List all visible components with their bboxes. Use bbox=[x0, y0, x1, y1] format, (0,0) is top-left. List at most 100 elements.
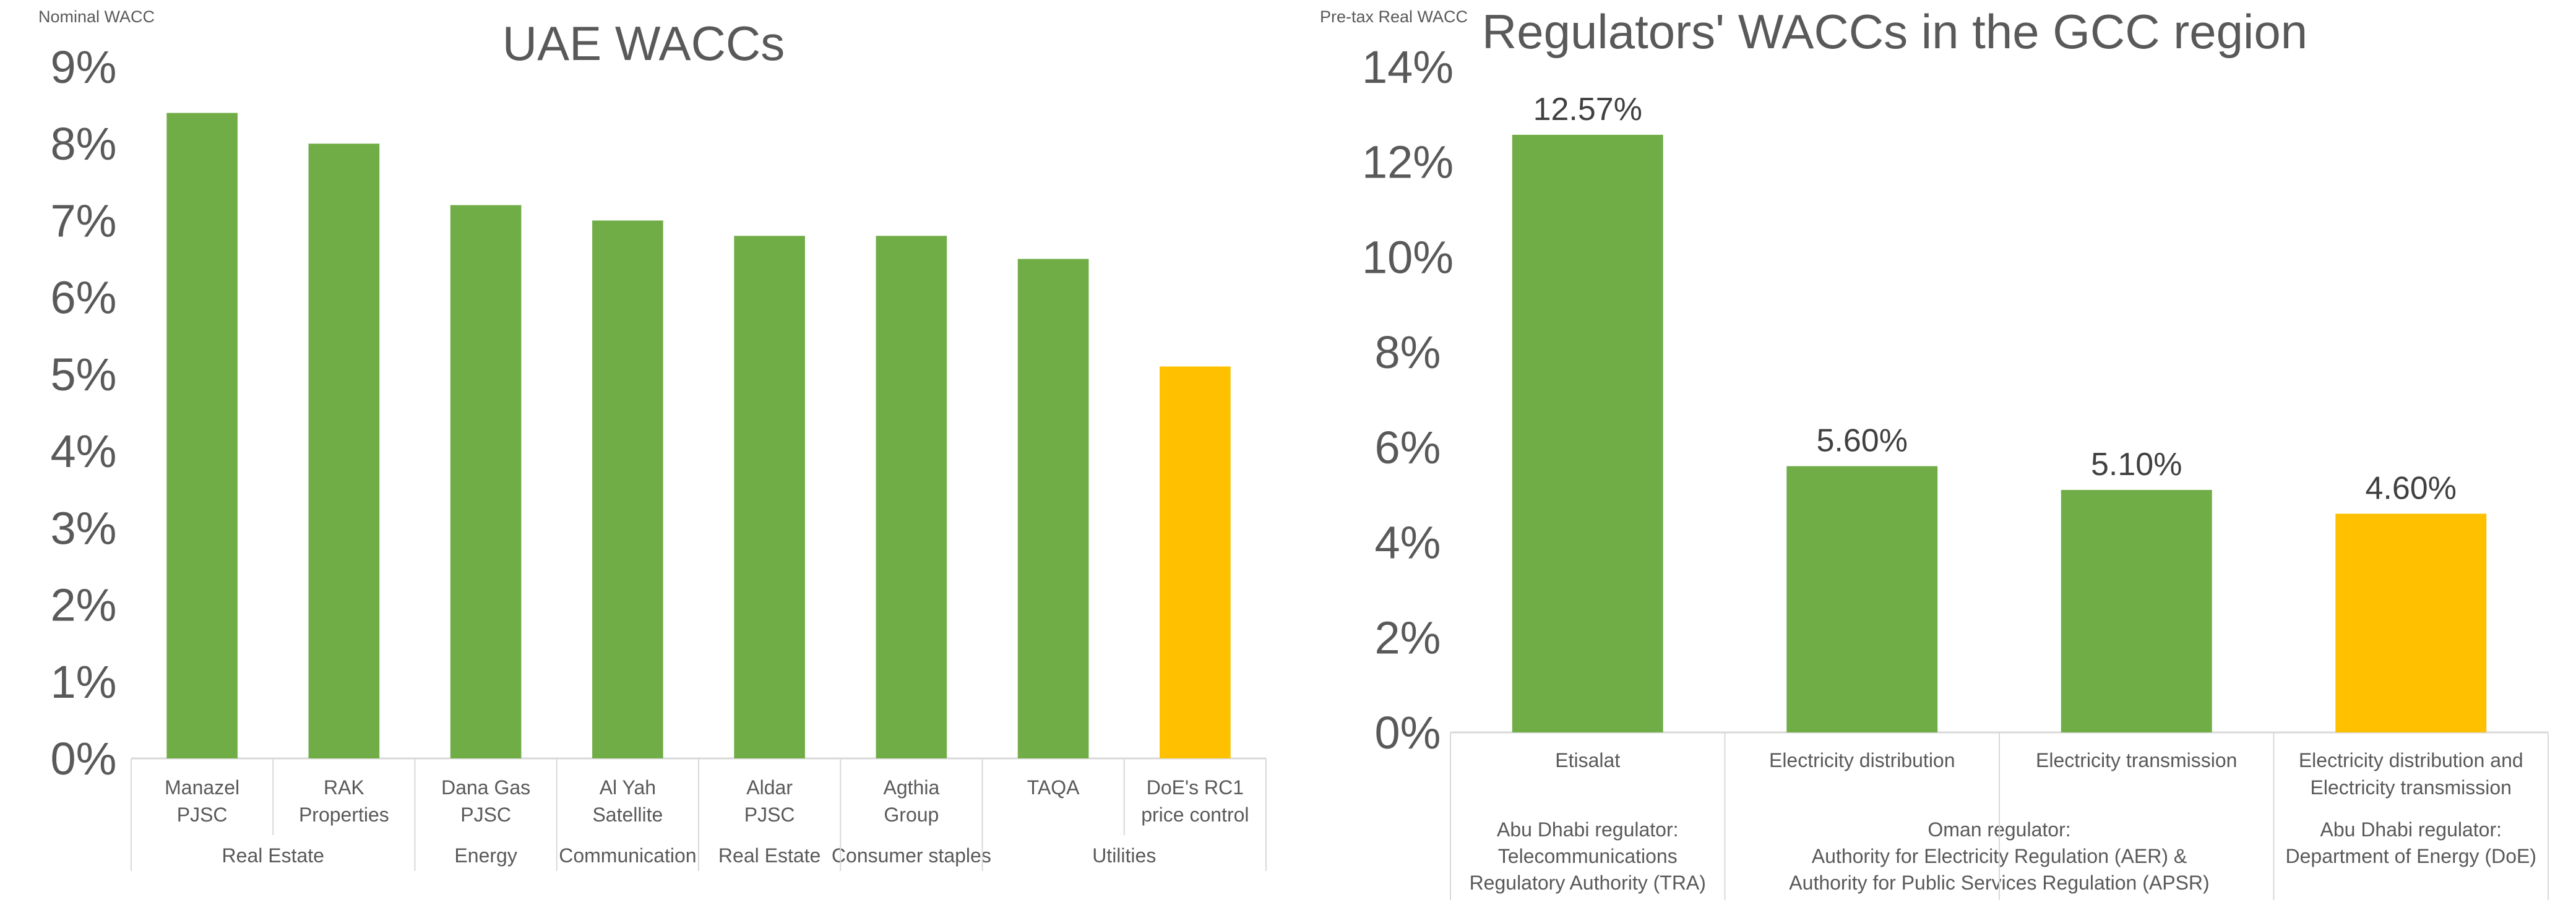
bar bbox=[592, 220, 663, 758]
group-label: Real Estate bbox=[222, 844, 324, 867]
y-tick-label: 9% bbox=[51, 41, 117, 93]
category-label: Dana Gas PJSC bbox=[441, 776, 530, 826]
svg-text:Aldar: Aldar bbox=[746, 776, 793, 799]
y-tick-label: 7% bbox=[51, 195, 117, 246]
svg-text:Etisalat: Etisalat bbox=[1555, 749, 1620, 771]
svg-text:Energy: Energy bbox=[454, 844, 517, 867]
bar bbox=[308, 144, 380, 758]
category-label: Electricity transmission bbox=[2036, 749, 2237, 771]
y-tick-label: 3% bbox=[51, 502, 117, 554]
bar bbox=[876, 236, 947, 758]
bars bbox=[166, 113, 1231, 759]
group-labels: Real Estate Energy Communication Real Estat… bbox=[222, 844, 1157, 867]
category-label: Etisalat bbox=[1555, 749, 1620, 771]
svg-text:PJSC: PJSC bbox=[744, 804, 795, 826]
category-label: Electricity distribution and Electricity … bbox=[2299, 749, 2523, 799]
svg-text:Consumer staples: Consumer staples bbox=[832, 844, 991, 867]
bar bbox=[450, 205, 522, 759]
category-label: Manazel PJSC bbox=[165, 776, 239, 826]
category-label: Electricity distribution bbox=[1769, 749, 1955, 771]
data-label: 12.57% bbox=[1533, 92, 1642, 127]
bar bbox=[734, 236, 805, 758]
svg-text:Regulatory Authority (TRA): Regulatory Authority (TRA) bbox=[1470, 872, 1706, 894]
svg-text:Group: Group bbox=[884, 804, 939, 826]
y-tick-label: 4% bbox=[51, 426, 117, 477]
y-tick-label: 6% bbox=[1375, 422, 1441, 473]
data-label: 5.10% bbox=[2091, 447, 2182, 483]
chart-title: UAE WACCs bbox=[502, 16, 785, 71]
y-tick-label: 10% bbox=[1362, 231, 1454, 283]
y-tick-label: 6% bbox=[51, 272, 117, 324]
y-tick-label: 8% bbox=[51, 118, 117, 169]
svg-text:Manazel: Manazel bbox=[165, 776, 239, 799]
group-label: Real Estate bbox=[718, 844, 821, 867]
group-label: Abu Dhabi regulator: Department of Energy… bbox=[2286, 818, 2537, 867]
y-axis-ticks: 0% 2% 4% 6% 8% 10% 12% 14% bbox=[1362, 41, 1454, 758]
group-label: Energy bbox=[454, 844, 517, 867]
y-tick-label: 12% bbox=[1362, 137, 1454, 188]
svg-text:Telecommunications: Telecommunications bbox=[1498, 845, 1678, 867]
y-axis-label: Pre-tax Real WACC bbox=[1320, 7, 1468, 26]
category-label: DoE's RC1 price control bbox=[1141, 776, 1249, 826]
category-label: TAQA bbox=[1027, 776, 1080, 799]
group-label: Communication bbox=[559, 844, 696, 867]
svg-text:DoE's RC1: DoE's RC1 bbox=[1147, 776, 1244, 799]
svg-text:Abu Dhabi regulator:: Abu Dhabi regulator: bbox=[1497, 818, 1679, 841]
data-label: 4.60% bbox=[2366, 470, 2457, 506]
category-labels: Manazel PJSC RAK Properties Dana Gas PJSC Al Y… bbox=[165, 776, 1249, 826]
svg-text:Electricity transmission: Electricity transmission bbox=[2036, 749, 2237, 771]
svg-text:Real Estate: Real Estate bbox=[718, 844, 821, 867]
group-label: Abu Dhabi regulator: Telecommunications Re… bbox=[1470, 818, 1706, 894]
y-tick-label: 2% bbox=[51, 580, 117, 631]
y-tick-label: 5% bbox=[51, 349, 117, 400]
svg-text:price control: price control bbox=[1141, 804, 1249, 826]
category-label: RAK Properties bbox=[299, 776, 389, 826]
bar bbox=[1786, 466, 1938, 732]
svg-text:Electricity distribution: Electricity distribution bbox=[1769, 749, 1955, 771]
y-tick-label: 2% bbox=[1375, 612, 1441, 663]
bar bbox=[2335, 513, 2487, 732]
axis-separators bbox=[1450, 732, 2549, 900]
y-tick-label: 4% bbox=[1375, 517, 1441, 568]
y-tick-label: 1% bbox=[51, 656, 117, 708]
svg-text:PJSC: PJSC bbox=[460, 804, 511, 826]
svg-text:PJSC: PJSC bbox=[177, 804, 228, 826]
svg-text:Communication: Communication bbox=[559, 844, 696, 867]
svg-text:Electricity transmission: Electricity transmission bbox=[2311, 776, 2512, 799]
group-labels: Abu Dhabi regulator: Telecommunications Re… bbox=[1470, 818, 2536, 894]
svg-text:Real Estate: Real Estate bbox=[222, 844, 324, 867]
axis-separators bbox=[131, 758, 1267, 871]
category-label: Aldar PJSC bbox=[744, 776, 795, 826]
y-axis-ticks: 0% 1% 2% 3% 4% 5% 6% 7% 8% 9% bbox=[51, 41, 117, 784]
group-label: Utilities bbox=[1092, 844, 1156, 867]
group-label: Consumer staples bbox=[832, 844, 991, 867]
bar bbox=[1512, 134, 1663, 733]
svg-text:Utilities: Utilities bbox=[1092, 844, 1156, 867]
chart-uae-waccs: UAE WACCs Nominal WACC 0% 1% 2% 3% 4% 5% 6% 7% 8… bbox=[38, 7, 1267, 871]
bar bbox=[2061, 490, 2212, 732]
y-tick-label: 0% bbox=[1375, 707, 1441, 758]
svg-text:Satellite: Satellite bbox=[592, 804, 663, 826]
category-label: Al Yah Satellite bbox=[592, 776, 663, 826]
svg-text:Dana Gas: Dana Gas bbox=[441, 776, 530, 799]
category-label: Agthia Group bbox=[884, 776, 940, 826]
svg-text:RAK: RAK bbox=[324, 776, 364, 799]
svg-text:Electricity distribution and: Electricity distribution and bbox=[2299, 749, 2523, 771]
bar bbox=[1017, 259, 1089, 758]
y-tick-label: 0% bbox=[51, 733, 117, 784]
svg-text:Abu Dhabi regulator:: Abu Dhabi regulator: bbox=[2320, 818, 2502, 841]
bar bbox=[1160, 366, 1231, 758]
chart-gcc-regulators-waccs: Regulators' WACCs in the GCC region Pre-… bbox=[1320, 4, 2549, 900]
bar bbox=[166, 113, 238, 759]
y-axis-label: Nominal WACC bbox=[38, 7, 155, 26]
y-tick-label: 8% bbox=[1375, 327, 1441, 378]
bars: 12.57% 5.60% 5.10% 4.60% bbox=[1512, 92, 2487, 733]
chart-title: Regulators' WACCs in the GCC region bbox=[1482, 4, 2307, 59]
svg-text:Al Yah: Al Yah bbox=[600, 776, 656, 799]
svg-text:Agthia: Agthia bbox=[884, 776, 940, 799]
y-tick-label: 14% bbox=[1362, 41, 1454, 93]
svg-text:TAQA: TAQA bbox=[1027, 776, 1080, 799]
data-label: 5.60% bbox=[1817, 423, 1908, 459]
category-labels: Etisalat Electricity distribution Electric… bbox=[1555, 749, 2523, 799]
